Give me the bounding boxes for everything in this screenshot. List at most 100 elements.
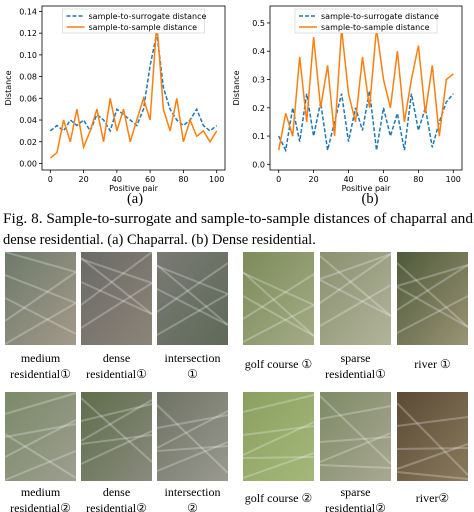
y-tick-label: 0.0 (252, 160, 265, 169)
image-texture (396, 471, 469, 480)
legend-label: sample-to-surrogate distance (321, 12, 439, 21)
image-texture (80, 258, 153, 284)
image-texture (319, 284, 392, 327)
image-label: ① (187, 367, 198, 381)
image-texture (156, 288, 229, 326)
image-texture (396, 295, 469, 334)
image-texture (80, 399, 153, 442)
caption-line: Fig. 8. Sample-to-surrogate and sample-t… (3, 211, 474, 227)
aerial-image (320, 252, 391, 345)
image-label: river ① (414, 357, 450, 371)
image-texture (4, 274, 77, 304)
image-texture (319, 432, 392, 463)
image-label: intersection (165, 485, 221, 499)
image-texture (242, 421, 315, 456)
image-texture (242, 452, 315, 479)
legend-label: sample-to-surrogate distance (89, 12, 207, 21)
x-tick-label: 40 (112, 175, 122, 184)
image-texture (156, 441, 229, 472)
image-texture (396, 443, 469, 470)
image-label: residential② (325, 501, 386, 512)
image-texture (396, 286, 469, 328)
aerial-image (5, 392, 76, 481)
image-label: sparse (341, 351, 371, 365)
image-texture (156, 410, 229, 449)
image-texture (319, 436, 392, 443)
image-label: sparse (341, 485, 371, 499)
image-texture (4, 433, 77, 479)
x-tick-label: 80 (178, 175, 188, 184)
y-tick-label: 0.2 (252, 104, 265, 113)
legend-box (294, 8, 438, 34)
image-texture (319, 253, 392, 280)
image-texture (80, 434, 153, 445)
image-texture (156, 262, 229, 313)
image-texture (4, 271, 77, 322)
y-tick-label: 0.04 (19, 116, 37, 125)
image-texture (80, 397, 153, 463)
image-texture (242, 273, 315, 320)
image-texture (156, 264, 229, 326)
image-label: golf course ② (245, 491, 312, 505)
image-texture (242, 394, 315, 413)
aerial-image (320, 392, 391, 481)
y-tick-label: 0.4 (252, 47, 265, 56)
image-texture (4, 423, 77, 438)
image-texture (80, 282, 153, 329)
aerial-image (397, 392, 468, 481)
y-tick-label: 0.00 (19, 159, 37, 168)
image-label: residential② (10, 501, 71, 512)
plot-frame (41, 5, 226, 171)
aerial-image (157, 252, 228, 345)
legend-label: sample-to-sample distance (321, 23, 430, 32)
image-label: dense (103, 485, 130, 499)
image-texture (319, 255, 392, 317)
image-texture (80, 257, 153, 315)
image-label: medium (21, 485, 61, 499)
image-texture (396, 262, 469, 328)
image-label: golf course ① (245, 357, 312, 371)
plot-frame (269, 5, 463, 171)
image-texture (242, 425, 315, 436)
x-tick-label: 100 (446, 175, 461, 184)
data-line (49, 33, 218, 133)
legend-label: sample-to-sample distance (89, 23, 198, 32)
x-tick-label: 80 (413, 175, 423, 184)
data-line (277, 28, 454, 151)
image-texture (4, 251, 77, 273)
image-texture (4, 297, 77, 335)
image-label: residential② (86, 501, 147, 512)
y-tick-label: 0.02 (19, 138, 37, 147)
image-label: ② (187, 501, 198, 512)
y-axis-label: Distance (232, 70, 241, 105)
image-label: river② (416, 491, 449, 505)
image-label: medium (21, 351, 61, 365)
image-texture (4, 419, 77, 458)
image-texture (80, 403, 153, 422)
y-tick-label: 0.1 (252, 132, 265, 141)
image-texture (319, 253, 392, 304)
x-tick-label: 0 (276, 175, 281, 184)
image-texture (242, 456, 315, 459)
image-texture (242, 271, 315, 337)
legend-box (62, 8, 205, 34)
image-texture (242, 295, 315, 337)
x-tick-label: 60 (145, 175, 155, 184)
image-texture (4, 450, 77, 481)
image-texture (80, 281, 153, 315)
y-tick-label: 0.5 (252, 19, 265, 28)
x-tick-label: 20 (78, 175, 88, 184)
image-texture (156, 265, 229, 295)
image-texture (4, 392, 77, 415)
aerial-image (243, 392, 314, 481)
image-texture (396, 264, 469, 287)
image-texture (156, 445, 229, 452)
image-texture (156, 293, 229, 336)
aerial-image (157, 392, 228, 481)
y-tick-label: 0.3 (252, 76, 265, 85)
aerial-image (5, 252, 76, 345)
image-texture (4, 302, 77, 345)
caption-line: dense residential. (a) Chaparral. (b) De… (3, 232, 316, 248)
image-texture (156, 404, 229, 474)
